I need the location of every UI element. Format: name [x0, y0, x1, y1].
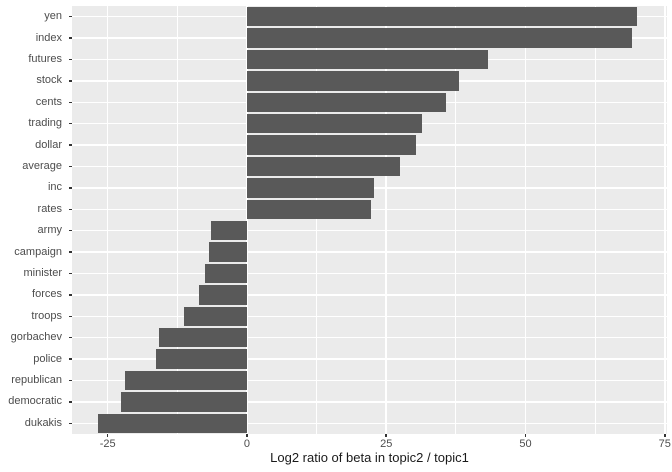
y-axis-label-dollar: dollar: [35, 138, 62, 151]
y-tick-mark-troops: [69, 315, 72, 318]
y-tick-mark-republican: [69, 379, 72, 382]
bar-rates: [246, 199, 372, 219]
bar-police: [156, 349, 247, 369]
y-tick-mark-average: [69, 165, 72, 168]
y-axis-label-index: index: [35, 31, 62, 44]
y-axis-label-police: police: [33, 352, 62, 365]
y-tick-mark-cents: [69, 101, 72, 104]
gridline-horizontal-troops: [72, 315, 667, 318]
y-tick-mark-rates: [69, 208, 72, 211]
y-axis-label-dukakis: dukakis: [24, 416, 62, 429]
bar-futures: [246, 49, 488, 70]
y-tick-mark-dukakis: [69, 422, 72, 425]
y-axis-label-minister: minister: [23, 266, 62, 279]
x-tick-mark--25: [106, 434, 109, 437]
bar-trading: [246, 114, 422, 134]
gridline-horizontal-police: [72, 358, 667, 360]
bar-gorbachev: [159, 328, 247, 348]
bar-forces: [199, 285, 247, 305]
gridline-horizontal-dukakis: [72, 422, 667, 425]
y-tick-mark-trading: [69, 122, 72, 125]
x-tick-mark-50: [524, 434, 527, 437]
y-axis-label-futures: futures: [28, 52, 62, 65]
x-tick-mark-25: [385, 434, 387, 437]
bar-stock: [246, 71, 459, 91]
y-axis-label-troops: troops: [31, 309, 62, 322]
gridline-vertical-minor--12.5: [176, 6, 178, 434]
y-tick-mark-democratic: [69, 401, 72, 403]
bar-index: [246, 28, 632, 48]
y-tick-mark-stock: [69, 80, 72, 82]
y-axis-label-republican: republican: [11, 373, 62, 386]
gridline-horizontal-army: [72, 229, 667, 232]
gridline-horizontal-forces: [72, 294, 667, 296]
x-tick-mark-75: [664, 434, 666, 437]
gridline-vertical-major--25: [106, 6, 109, 434]
bar-democratic: [121, 392, 247, 412]
y-tick-mark-yen: [69, 15, 72, 18]
x-axis-label-0: 0: [243, 438, 250, 450]
x-axis-title: Log2 ratio of beta in topic2 / topic1: [270, 450, 469, 465]
gridline-horizontal-gorbachev: [72, 336, 667, 339]
bar-average: [246, 156, 401, 177]
gridline-vertical-minor-62.5: [594, 6, 596, 434]
bar-yen: [246, 7, 638, 27]
gridline-vertical-major-50: [524, 6, 527, 434]
gridline-horizontal-democratic: [72, 401, 667, 403]
x-axis-label-25: 25: [380, 438, 393, 450]
gridline-horizontal-republican: [72, 379, 667, 382]
y-tick-mark-gorbachev: [69, 336, 72, 339]
y-axis-label-yen: yen: [44, 10, 62, 23]
y-tick-mark-dollar: [69, 144, 72, 146]
y-tick-mark-forces: [69, 294, 72, 296]
y-tick-mark-inc: [69, 187, 72, 189]
y-axis-label-rates: rates: [37, 202, 62, 215]
y-axis-label-campaign: campaign: [14, 245, 62, 258]
y-tick-mark-futures: [69, 58, 72, 61]
bar-campaign: [209, 242, 247, 262]
y-axis-label-forces: forces: [32, 288, 62, 301]
plot-panel: [72, 6, 667, 434]
bar-troops: [183, 306, 247, 326]
y-axis-label-cents: cents: [35, 95, 62, 108]
y-axis-label-democratic: democratic: [8, 395, 62, 408]
y-tick-mark-army: [69, 229, 72, 232]
x-axis-label--25: -25: [99, 438, 116, 450]
gridline-vertical-major-0: [246, 6, 248, 434]
y-axis-label-inc: inc: [47, 181, 62, 194]
y-axis-label-gorbachev: gorbachev: [10, 331, 62, 344]
y-tick-mark-index: [69, 37, 72, 39]
gridline-horizontal-campaign: [72, 251, 667, 253]
bar-minister: [205, 263, 247, 284]
bar-cents: [246, 92, 446, 112]
bar-dukakis: [98, 413, 247, 433]
y-tick-mark-minister: [69, 272, 72, 275]
x-axis-label-75: 75: [658, 438, 671, 450]
gridline-vertical-minor-12.5: [316, 6, 317, 434]
gridline-vertical-major-75: [664, 6, 666, 434]
bar-inc: [246, 178, 374, 198]
gridline-vertical-major-25: [385, 6, 387, 434]
y-axis-label-army: army: [37, 224, 62, 237]
y-axis-label-trading: trading: [28, 117, 62, 130]
bar-army: [210, 221, 247, 241]
y-tick-mark-campaign: [69, 251, 72, 253]
x-tick-mark-0: [246, 434, 248, 437]
gridline-horizontal-minister: [72, 272, 667, 275]
bar-layer: [72, 6, 667, 434]
bar-dollar: [246, 135, 417, 155]
x-axis-label-50: 50: [519, 438, 532, 450]
bar-republican: [125, 370, 247, 391]
y-axis-label-stock: stock: [36, 74, 62, 87]
gridline-vertical-minor-37.5: [455, 6, 457, 434]
y-axis-label-average: average: [22, 159, 62, 172]
y-tick-mark-police: [69, 358, 72, 360]
